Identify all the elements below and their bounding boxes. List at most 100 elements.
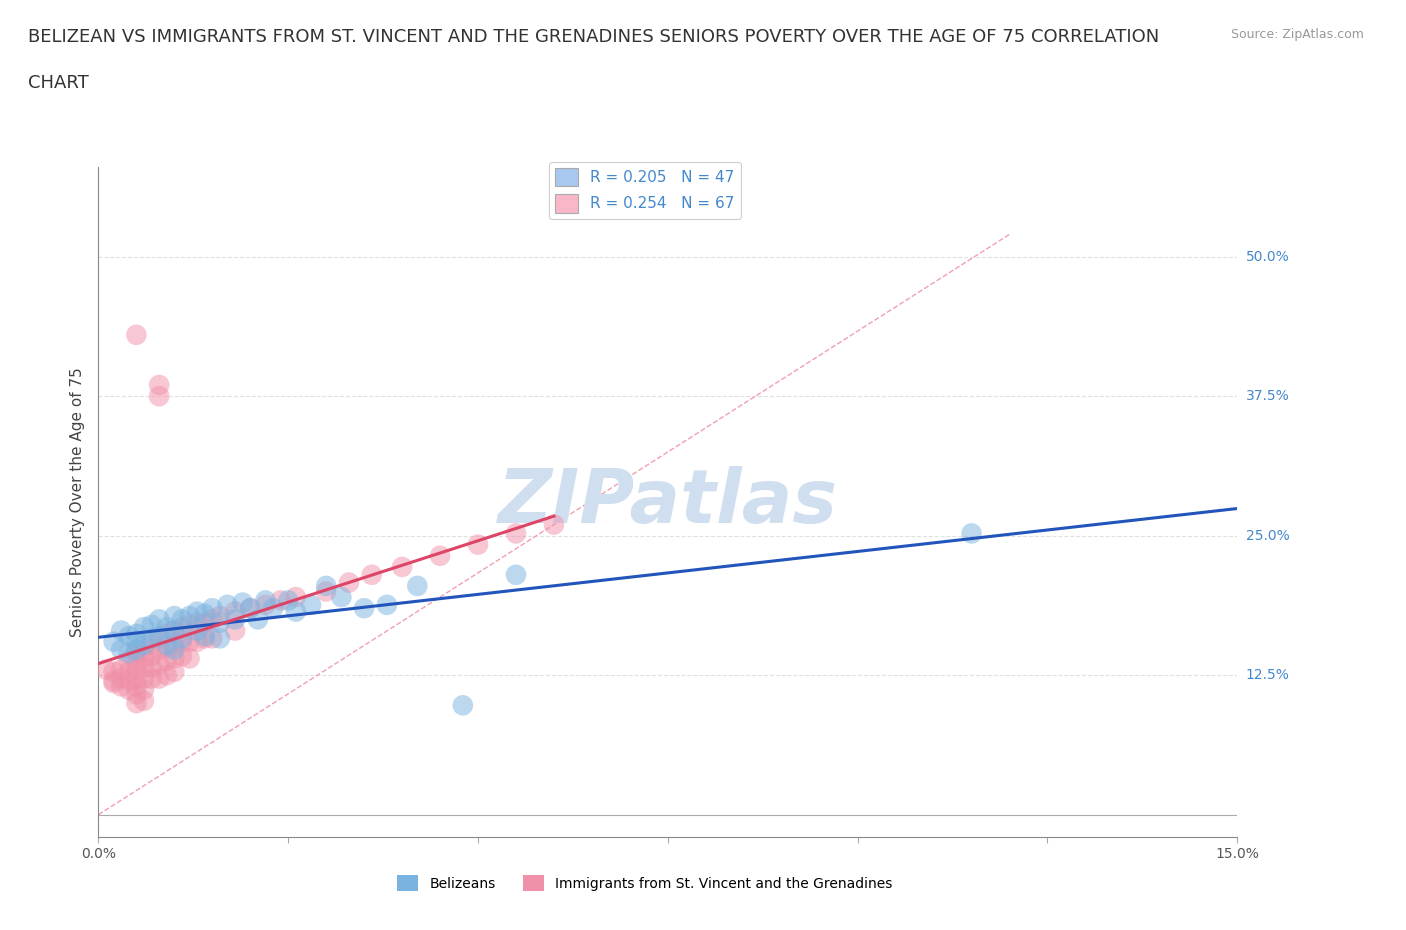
Point (299, 597, 322, 612)
Point (156, 653, 179, 668)
Point (353, 601, 375, 616)
Point (315, 578, 337, 593)
Point (132, 638, 155, 653)
Point (125, 627, 148, 642)
Point (94, 662, 117, 677)
Point (170, 631, 193, 645)
Point (254, 593, 277, 608)
Point (110, 671, 132, 686)
Point (239, 601, 262, 616)
Text: ZIPatlas: ZIPatlas (498, 466, 838, 538)
Point (148, 642, 170, 657)
Point (141, 671, 163, 686)
Point (217, 597, 239, 612)
Point (148, 629, 170, 644)
Point (194, 616, 217, 631)
Point (163, 642, 186, 657)
Point (125, 679, 148, 694)
Point (118, 653, 141, 668)
Point (505, 567, 527, 582)
Point (960, 526, 983, 541)
Point (375, 597, 398, 612)
Text: Source: ZipAtlas.com: Source: ZipAtlas.com (1230, 28, 1364, 41)
Point (125, 671, 148, 686)
Point (163, 664, 186, 679)
Point (148, 631, 170, 645)
Point (179, 634, 201, 649)
Point (163, 638, 186, 653)
Point (224, 612, 246, 627)
Point (163, 651, 186, 666)
Text: 25.0%: 25.0% (1246, 528, 1289, 543)
Point (179, 618, 201, 632)
Point (179, 651, 201, 666)
Point (232, 595, 254, 610)
Point (186, 616, 208, 631)
Point (186, 604, 208, 619)
Point (360, 567, 382, 582)
Point (132, 671, 155, 686)
Point (103, 673, 125, 688)
Point (254, 597, 277, 612)
Point (132, 660, 155, 675)
Point (179, 608, 201, 623)
Point (239, 601, 262, 616)
Point (125, 686, 148, 701)
Point (141, 660, 163, 675)
Point (315, 584, 337, 599)
Point (201, 612, 224, 627)
Point (125, 696, 148, 711)
Point (148, 657, 170, 671)
Point (118, 629, 141, 644)
Point (118, 664, 141, 679)
Point (262, 601, 284, 616)
Point (132, 694, 155, 709)
Point (224, 623, 246, 638)
Point (156, 640, 179, 655)
Point (330, 590, 353, 604)
Point (103, 664, 125, 679)
Point (148, 612, 170, 627)
Point (270, 593, 292, 608)
Point (156, 638, 179, 653)
Point (125, 645, 148, 660)
Point (141, 638, 163, 653)
Point (132, 651, 155, 666)
Point (148, 389, 170, 404)
Point (406, 578, 429, 593)
Point (110, 642, 132, 657)
Point (194, 606, 217, 621)
Text: 12.5%: 12.5% (1246, 668, 1289, 683)
Text: 37.5%: 37.5% (1246, 389, 1289, 404)
Point (224, 604, 246, 619)
Point (467, 538, 489, 552)
Text: CHART: CHART (28, 74, 89, 92)
Point (246, 612, 269, 627)
Point (141, 631, 163, 645)
Point (194, 631, 217, 645)
Point (156, 627, 179, 642)
Point (118, 673, 141, 688)
Point (132, 683, 155, 698)
Point (118, 645, 141, 660)
Y-axis label: Seniors Poverty Over the Age of 75: Seniors Poverty Over the Age of 75 (70, 367, 86, 637)
Point (125, 653, 148, 668)
Point (505, 526, 527, 541)
Point (163, 623, 186, 638)
Point (186, 623, 208, 638)
Text: BELIZEAN VS IMMIGRANTS FROM ST. VINCENT AND THE GRENADINES SENIORS POVERTY OVER : BELIZEAN VS IMMIGRANTS FROM ST. VINCENT … (28, 28, 1160, 46)
Point (170, 619, 193, 634)
Point (277, 593, 299, 608)
Point (125, 642, 148, 657)
Point (148, 671, 170, 686)
Point (132, 619, 155, 634)
Point (337, 575, 360, 590)
Point (163, 623, 186, 638)
Point (201, 601, 224, 616)
Point (543, 517, 565, 532)
Point (125, 327, 148, 342)
Point (132, 642, 155, 657)
Point (163, 608, 186, 623)
Point (170, 634, 193, 649)
Point (208, 608, 231, 623)
